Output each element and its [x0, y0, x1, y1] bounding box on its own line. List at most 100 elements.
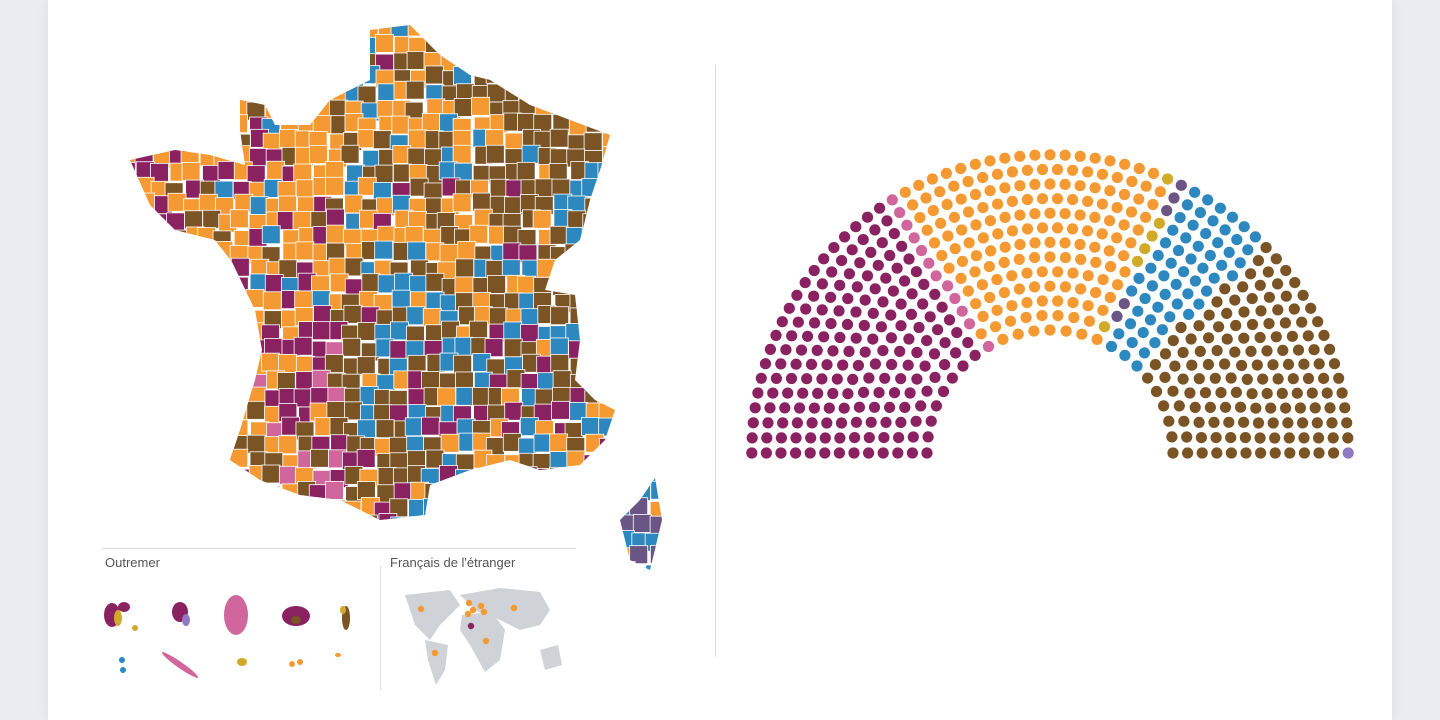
seat: [842, 293, 854, 305]
seat: [969, 188, 982, 201]
seat: [806, 417, 818, 429]
seat: [932, 324, 944, 336]
seat: [841, 318, 854, 331]
seat: [790, 447, 802, 459]
constituency[interactable]: [484, 338, 504, 358]
seat: [999, 182, 1011, 194]
seat: [1177, 373, 1189, 385]
overseas-territory[interactable]: [119, 657, 125, 663]
overseas-territory[interactable]: [118, 602, 130, 612]
abroad-constituency[interactable]: [464, 610, 472, 618]
constituency[interactable]: [340, 144, 360, 164]
overseas-territory[interactable]: [224, 595, 248, 635]
constituency[interactable]: [342, 337, 362, 357]
overseas-territory[interactable]: [114, 610, 122, 626]
seat: [1184, 387, 1196, 399]
seat: [991, 304, 1003, 316]
abroad-constituency[interactable]: [477, 602, 485, 610]
constituency[interactable]: [374, 34, 394, 53]
seat: [1324, 343, 1336, 355]
constituency[interactable]: [485, 144, 505, 164]
seat: [1118, 219, 1130, 231]
seat: [918, 278, 930, 290]
seat: [1051, 163, 1064, 176]
constituency[interactable]: [532, 209, 552, 229]
seat: [786, 330, 798, 342]
seat: [1225, 372, 1237, 384]
seat: [865, 246, 877, 258]
abroad-constituency[interactable]: [480, 608, 488, 616]
constituency[interactable]: [229, 209, 249, 229]
seat: [879, 372, 891, 384]
overseas-territory[interactable]: [297, 659, 303, 665]
overseas-territory[interactable]: [291, 616, 301, 624]
seat: [1194, 345, 1206, 357]
seat: [940, 167, 953, 179]
seat: [872, 259, 884, 271]
seat: [942, 230, 954, 242]
seat: [821, 359, 833, 371]
seat: [969, 266, 981, 278]
seat: [834, 432, 846, 444]
seat: [1327, 432, 1339, 444]
seat: [1262, 266, 1274, 278]
seat: [917, 298, 929, 310]
overseas-territory[interactable]: [132, 625, 138, 631]
overseas-territory[interactable]: [289, 661, 295, 667]
seat: [1311, 417, 1323, 429]
seat: [1153, 217, 1165, 229]
seat: [1250, 402, 1262, 414]
constituency[interactable]: [261, 225, 281, 245]
seat: [1223, 416, 1235, 428]
seat: [1263, 291, 1275, 303]
overseas-territory[interactable]: [335, 653, 341, 657]
abroad-constituency[interactable]: [417, 605, 425, 613]
seat: [874, 202, 886, 214]
seat: [1326, 417, 1338, 429]
seat: [1341, 417, 1353, 429]
overseas-territory[interactable]: [237, 658, 247, 666]
constituency[interactable]: [325, 176, 345, 196]
abroad-constituency[interactable]: [431, 649, 439, 657]
constituency[interactable]: [278, 435, 298, 455]
constituency[interactable]: [629, 545, 649, 565]
seat: [1006, 270, 1018, 282]
seat: [1318, 329, 1330, 341]
constituency[interactable]: [405, 80, 425, 100]
abroad-constituency[interactable]: [510, 604, 518, 612]
constituency[interactable]: [452, 193, 472, 213]
seat: [869, 283, 881, 295]
overseas-territory[interactable]: [160, 650, 199, 680]
seat: [833, 305, 845, 317]
seat: [1096, 168, 1109, 180]
seat: [1021, 164, 1033, 176]
overseas-territory[interactable]: [340, 606, 346, 614]
seat: [837, 359, 849, 371]
seat: [1308, 344, 1320, 356]
constituency[interactable]: [356, 448, 376, 468]
seat: [989, 321, 1002, 333]
seat: [867, 333, 879, 345]
constituency[interactable]: [550, 306, 570, 326]
overseas-territory[interactable]: [120, 667, 126, 673]
seat: [1111, 171, 1123, 184]
seat: [1208, 272, 1220, 284]
seat: [1267, 359, 1279, 371]
overseas-territory[interactable]: [182, 614, 190, 626]
seat: [1321, 387, 1333, 399]
abroad-constituency[interactable]: [465, 599, 473, 607]
seat: [943, 262, 955, 274]
abroad-constituency[interactable]: [482, 637, 490, 645]
seat: [826, 266, 838, 278]
abroad-constituency[interactable]: [467, 622, 475, 630]
seat: [843, 268, 856, 280]
seat: [1118, 250, 1130, 262]
constituency[interactable]: [309, 145, 328, 164]
constituency[interactable]: [469, 224, 489, 244]
abroad-constituency[interactable]: [469, 606, 477, 614]
seat: [759, 358, 772, 370]
constituency[interactable]: [374, 240, 394, 260]
seat: [985, 245, 997, 257]
seat: [1197, 262, 1209, 274]
